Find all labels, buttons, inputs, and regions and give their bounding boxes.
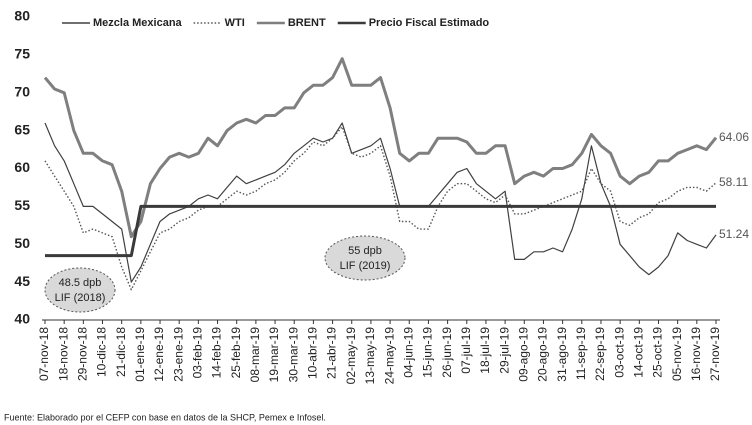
x-tick-label: 18-nov-18	[56, 327, 70, 381]
x-tick-label: 31-ago-19	[555, 327, 569, 382]
series-line	[44, 126, 717, 291]
x-tick-label: 29-nov-18	[76, 327, 90, 381]
x-tick-label: 25-oct-19	[651, 327, 665, 378]
x-tick-label: 03-feb-19	[191, 327, 205, 379]
x-tick-label: 21-dic-18	[114, 327, 128, 377]
x-tick-label: 18-jul-19	[478, 327, 492, 374]
x-tick-label: 29-jul-19	[497, 327, 511, 374]
y-tick-label: 75	[14, 46, 30, 62]
x-tick-label: 01-ene-19	[133, 327, 147, 382]
x-tick-label: 02-may-19	[344, 327, 358, 385]
x-tick-label: 05-nov-19	[670, 327, 684, 381]
x-tick-label: 20-ago-19	[536, 327, 550, 382]
y-tick-label: 70	[14, 83, 30, 99]
x-tick-label: 04-jun-19	[401, 327, 415, 378]
x-tick-label: 08-mar-19	[248, 327, 262, 383]
series-line	[45, 204, 716, 258]
end-value-label: 64.06	[719, 130, 749, 144]
y-tick-label: 45	[14, 273, 30, 289]
legend-label: BRENT	[288, 17, 326, 29]
x-tick-label: 21-abr-19	[325, 327, 339, 379]
end-value-label: 51.24	[719, 227, 749, 241]
x-tick-label: 07-nov-18	[37, 327, 51, 381]
x-tick-label: 15-jun-19	[421, 327, 435, 378]
x-tick-label: 10-abr-19	[306, 327, 320, 379]
annotation-bubble	[324, 235, 406, 281]
x-tick-label: 23-ene-19	[171, 327, 185, 382]
y-tick-label: 80	[14, 8, 30, 24]
x-tick-label: 26-jun-19	[440, 327, 454, 378]
x-tick-label: 03-oct-19	[612, 327, 626, 378]
annotation-text: LIF (2018)	[55, 292, 106, 304]
x-tick-label: 27-nov-19	[708, 327, 722, 381]
y-tick-label: 50	[14, 235, 30, 251]
x-tick-label: 11-sep-19	[574, 327, 588, 380]
legend-label: Precio Fiscal Estimado	[369, 17, 490, 29]
end-value-label: 58.11	[719, 175, 748, 189]
x-tick-label: 13-may-19	[363, 327, 377, 385]
x-tick-label: 14-oct-19	[631, 327, 645, 378]
x-tick-label: 22-sep-19	[593, 327, 607, 381]
x-tick-label: 09-ago-19	[516, 327, 530, 382]
legend-label: WTI	[225, 17, 245, 29]
x-tick-label: 16-nov-19	[689, 327, 703, 381]
legend-label: Mezcla Mexicana	[93, 17, 183, 29]
y-tick-label: 65	[14, 121, 30, 137]
y-tick-label: 55	[14, 197, 30, 213]
y-tick-label: 60	[14, 159, 30, 175]
x-tick-label: 12-ene-19	[152, 327, 166, 382]
annotation-text: 48.5 dpb	[59, 277, 102, 289]
annotation-text: LIF (2019)	[340, 260, 391, 272]
x-tick-label: 07-jul-19	[459, 327, 473, 374]
x-tick-label: 10-dic-18	[95, 327, 109, 377]
y-tick-label: 40	[14, 311, 30, 327]
x-tick-label: 14-feb-19	[210, 327, 224, 379]
x-tick-label: 25-feb-19	[229, 327, 243, 379]
source-note: Fuente: Elaborado por el CEFP con base e…	[4, 412, 326, 422]
annotation-text: 55 dpb	[348, 245, 382, 257]
x-tick-label: 19-mar-19	[267, 327, 281, 383]
annotation-bubble	[44, 267, 116, 313]
series-line	[43, 57, 718, 239]
series-line	[44, 122, 717, 283]
x-tick-label: 30-mar-19	[286, 327, 300, 383]
x-tick-label: 24-may-19	[382, 327, 396, 385]
